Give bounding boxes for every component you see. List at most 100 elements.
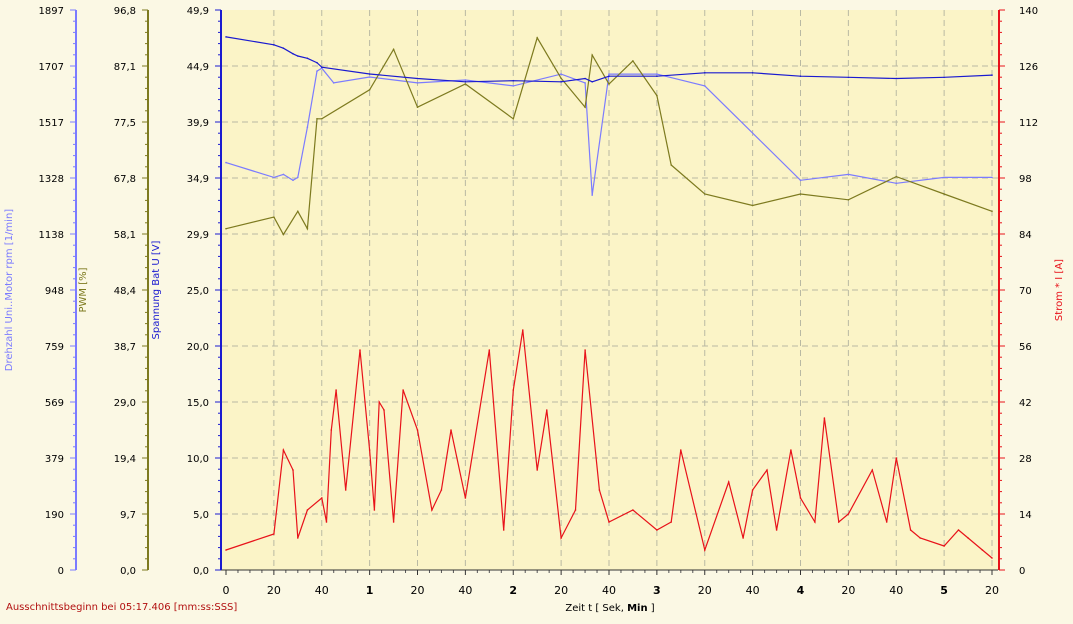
data-point-current — [742, 537, 744, 539]
data-point-pwm — [895, 175, 898, 178]
x-tick-label: 2 — [509, 584, 517, 597]
x-axis-label-prefix: Zeit t [ Sek, — [565, 603, 627, 614]
y-tick-label-pwm: 58,1 — [114, 230, 136, 241]
data-point-rpm — [512, 85, 515, 87]
y-tick-label-current: 112 — [1019, 118, 1038, 129]
data-point-current — [560, 537, 562, 539]
y-axis-label-rpm: Drehzahl Uni..Motor rpm [1/min] — [4, 209, 15, 371]
data-point-volt — [751, 72, 754, 74]
y-tick-label-volt: 29,9 — [187, 230, 209, 241]
y-tick-label-rpm: 1707 — [39, 62, 64, 73]
data-point-current — [546, 409, 548, 411]
data-point-pwm — [368, 89, 371, 91]
data-point-current — [321, 497, 323, 499]
data-point-volt — [368, 73, 371, 75]
data-point-current — [943, 545, 945, 547]
data-point-volt — [273, 44, 275, 46]
data-point-volt — [608, 75, 610, 77]
data-point-current — [325, 521, 328, 523]
data-point-pwm — [416, 106, 419, 108]
x-tick-label: 40 — [602, 584, 616, 597]
y-tick-label-current: 70 — [1019, 286, 1032, 297]
data-point-pwm — [273, 216, 275, 218]
data-point-volt — [512, 79, 515, 82]
data-point-current — [522, 329, 524, 331]
data-point-current — [704, 549, 706, 551]
data-point-current — [574, 509, 577, 511]
y-tick-label-pwm: 29,0 — [114, 398, 136, 409]
data-point-rpm — [584, 82, 586, 84]
y-tick-label-current: 98 — [1019, 174, 1032, 185]
data-point-pwm — [316, 118, 318, 120]
data-point-volt — [591, 81, 593, 83]
data-point-volt — [895, 77, 898, 80]
data-point-current — [359, 349, 361, 351]
data-point-current — [344, 489, 347, 491]
data-point-current — [225, 549, 227, 551]
data-point-rpm — [316, 70, 318, 72]
data-point-current — [967, 537, 969, 539]
data-point-current — [632, 509, 634, 511]
series-layer — [225, 36, 993, 559]
data-point-pwm — [282, 233, 285, 236]
data-point-volt — [656, 75, 658, 77]
data-point-current — [306, 509, 309, 511]
data-point-rpm — [464, 79, 467, 81]
data-point-rpm — [943, 176, 945, 179]
data-point-rpm — [282, 173, 285, 176]
series-line-rpm — [225, 67, 992, 196]
data-point-pwm — [464, 83, 467, 85]
data-point-current — [598, 489, 601, 491]
data-point-current — [838, 521, 840, 523]
data-point-current — [383, 409, 385, 411]
data-point-current — [431, 509, 433, 511]
data-point-current — [584, 349, 586, 351]
y-tick-label-rpm: 0 — [58, 566, 64, 577]
data-point-rpm — [560, 73, 562, 75]
data-point-pwm — [656, 94, 658, 97]
x-tick-label: 40 — [746, 584, 760, 597]
data-point-volt — [847, 76, 850, 79]
plot-background — [222, 10, 998, 570]
y-tick-label-pwm: 48,4 — [114, 286, 136, 297]
data-point-pwm — [608, 83, 610, 85]
data-point-pwm — [991, 210, 993, 213]
y-tick-label-current: 56 — [1019, 342, 1032, 353]
data-point-rpm — [799, 179, 802, 182]
data-point-pwm — [392, 48, 395, 51]
data-point-rpm — [991, 176, 993, 179]
y-axis-label-current: Strom * I [A] — [1054, 259, 1065, 321]
series-line-volt — [225, 36, 993, 83]
data-point-current — [871, 469, 874, 471]
y-tick-label-pwm: 67,8 — [114, 174, 136, 185]
data-point-current — [416, 429, 419, 431]
data-point-current — [847, 513, 850, 515]
data-point-current — [814, 521, 816, 523]
x-tick-label: 20 — [554, 584, 568, 597]
data-point-rpm — [292, 179, 294, 182]
y-tick-label-current: 126 — [1019, 62, 1038, 73]
data-point-rpm — [895, 182, 898, 185]
y-tick-label-pwm: 9,7 — [120, 510, 136, 521]
data-point-current — [402, 389, 404, 391]
data-point-volt — [560, 81, 562, 83]
footer-note: Ausschnittsbeginn bei 05:17.406 [mm:ss:S… — [6, 602, 237, 613]
data-point-pwm — [306, 227, 309, 230]
data-point-current — [766, 469, 768, 471]
x-tick-label: 40 — [315, 584, 329, 597]
x-tick-label: 4 — [797, 584, 805, 597]
y-tick-label-rpm: 1138 — [39, 230, 64, 241]
data-point-current — [330, 429, 333, 431]
y-tick-label-volt: 10,0 — [187, 454, 209, 465]
data-point-rpm — [297, 176, 299, 179]
data-point-pwm — [670, 164, 672, 166]
data-point-current — [502, 529, 505, 531]
y-tick-label-current: 140 — [1019, 6, 1038, 17]
data-point-current — [292, 469, 294, 471]
data-point-current — [751, 489, 754, 491]
data-point-volt — [306, 57, 309, 60]
data-point-current — [536, 469, 538, 471]
x-tick-label: 20 — [411, 584, 425, 597]
y-tick-label-volt: 20,0 — [187, 342, 209, 353]
